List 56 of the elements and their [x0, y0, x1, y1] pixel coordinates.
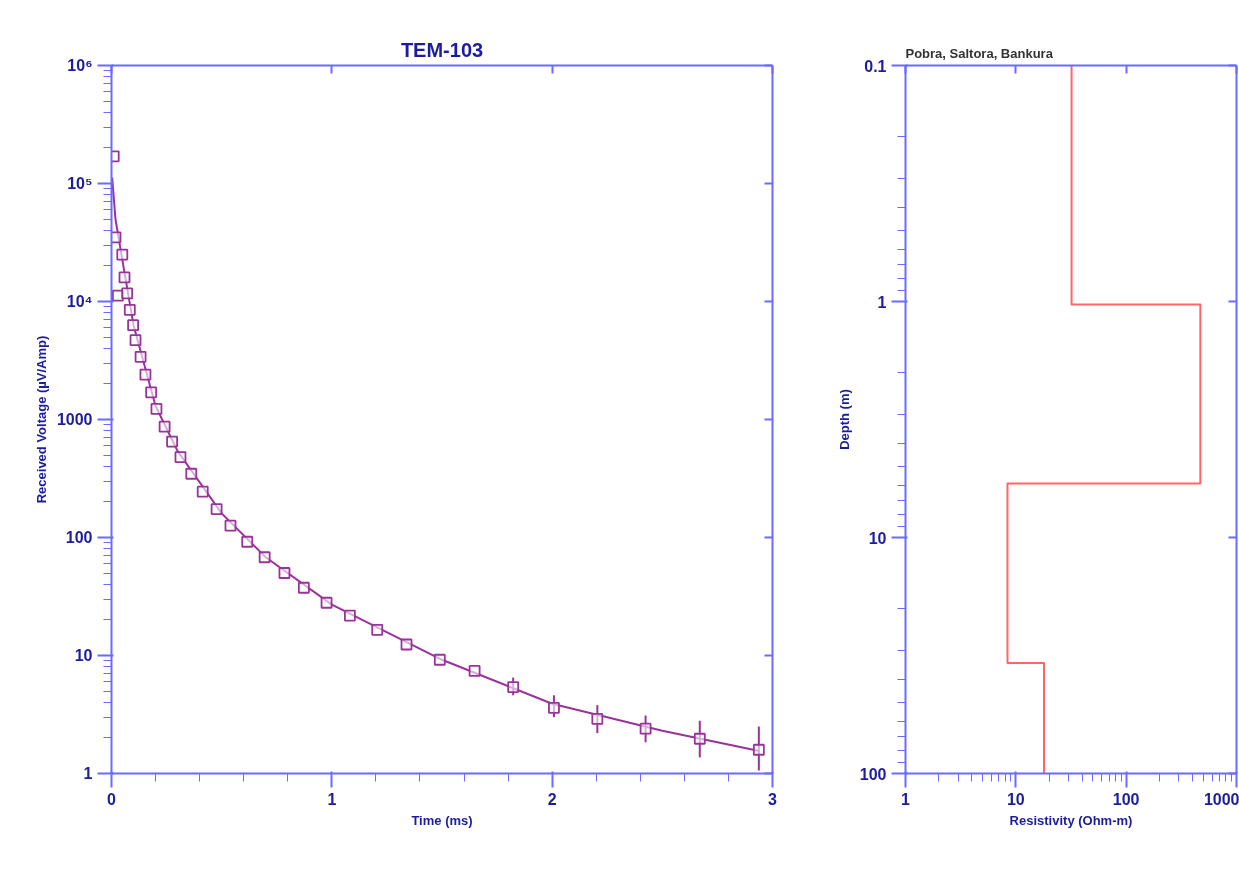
point	[121, 287, 134, 300]
x-tick-label: 10	[1006, 790, 1025, 808]
point	[752, 743, 765, 756]
x-tick-label: 1	[327, 790, 337, 808]
point	[134, 350, 147, 363]
x-axis-title: Resistivity (Ohm-m)	[1009, 812, 1133, 828]
point	[241, 535, 254, 548]
x-tick-label: 1000	[1203, 790, 1239, 808]
point	[145, 386, 158, 399]
point	[468, 665, 481, 677]
point	[344, 609, 356, 622]
point	[507, 681, 520, 693]
point	[297, 581, 310, 594]
y-tick-label: 1	[877, 293, 887, 311]
point	[224, 519, 237, 532]
x-axis-title: Time (ms)	[411, 812, 473, 828]
point	[371, 623, 384, 636]
point	[548, 701, 560, 714]
point	[210, 503, 223, 516]
y-tick-label: 10	[74, 647, 93, 664]
y-tick-label: 10⁴	[66, 293, 93, 310]
point	[127, 319, 139, 332]
point	[185, 467, 198, 480]
x-tick-label: 2	[547, 790, 557, 808]
point	[116, 248, 129, 261]
x-tick-label: 100	[1112, 790, 1140, 808]
point	[693, 732, 706, 745]
y-tick-label: 1	[83, 765, 93, 782]
point	[139, 368, 152, 381]
y-tick-label: 10⁶	[67, 57, 93, 74]
point	[433, 653, 446, 666]
point	[639, 722, 652, 735]
point	[278, 567, 291, 579]
x-tick-label: 1	[901, 790, 911, 808]
y-tick-label: 100	[859, 765, 887, 783]
point	[150, 402, 163, 415]
point	[258, 551, 271, 564]
x-tick-label: 3	[768, 790, 778, 808]
y-tick-label: 0.1	[864, 57, 887, 75]
point	[196, 485, 209, 498]
x-tick-label: 0	[107, 790, 117, 808]
y-tick-label: 10⁵	[67, 175, 93, 192]
point	[174, 451, 187, 464]
point	[591, 713, 604, 725]
point	[158, 420, 171, 433]
chart-title: Pobra, Saltora, Bankura	[905, 45, 1054, 61]
chart-title: TEM-103	[400, 38, 484, 61]
point	[320, 596, 333, 609]
y-tick-label: 1000	[56, 411, 93, 428]
y-tick-label: 10	[868, 529, 887, 547]
y-axis-title: Depth (m)	[836, 389, 852, 450]
point	[123, 303, 136, 316]
y-tick-label: 100	[65, 529, 93, 546]
y-axis-title: Received Voltage (µV/Amp)	[33, 335, 49, 504]
point	[166, 435, 178, 448]
point	[129, 334, 142, 347]
